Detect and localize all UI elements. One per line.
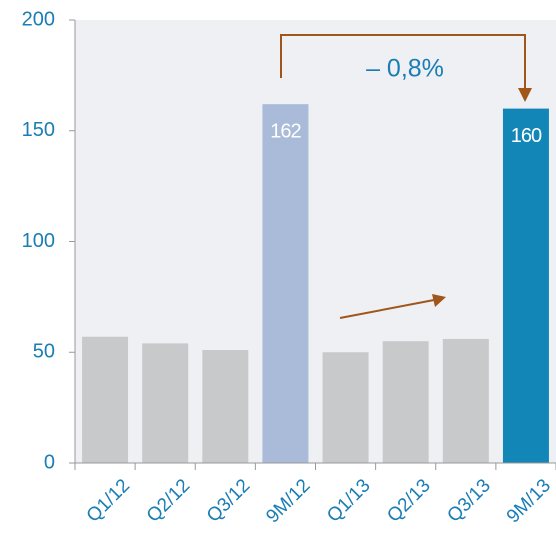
bar xyxy=(502,108,549,463)
x-tick-label: Q1/12 xyxy=(83,475,134,526)
bar xyxy=(82,336,129,463)
bracket-arrow xyxy=(280,34,526,90)
bar xyxy=(202,350,249,463)
bar xyxy=(382,341,429,463)
y-tick-label: 150 xyxy=(22,119,55,141)
bar xyxy=(262,104,309,464)
value-label: 162 xyxy=(270,120,301,142)
y-tick-label: 200 xyxy=(22,8,55,30)
x-tick-label: 9M/13 xyxy=(503,475,555,527)
x-tick-label: Q1/13 xyxy=(323,475,374,526)
x-tick-label: Q2/12 xyxy=(143,475,194,526)
x-tick-label: Q3/12 xyxy=(203,475,254,526)
y-tick-label: 100 xyxy=(22,230,55,252)
trend-arrow xyxy=(339,299,435,319)
y-tick-label: 0 xyxy=(44,451,55,473)
value-label: 160 xyxy=(511,125,542,147)
x-tick-label: Q2/13 xyxy=(383,475,434,526)
marks xyxy=(82,104,549,464)
x-tick-label: Q3/13 xyxy=(443,475,494,526)
y-tick-label: 50 xyxy=(33,341,55,363)
annotation: – 0,8% xyxy=(366,55,444,83)
arrow-head xyxy=(432,294,446,307)
bar xyxy=(142,343,189,463)
x-tick-label: 9M/12 xyxy=(262,475,314,527)
arrow-head xyxy=(518,88,532,102)
bar xyxy=(442,338,489,463)
bar xyxy=(322,352,369,463)
